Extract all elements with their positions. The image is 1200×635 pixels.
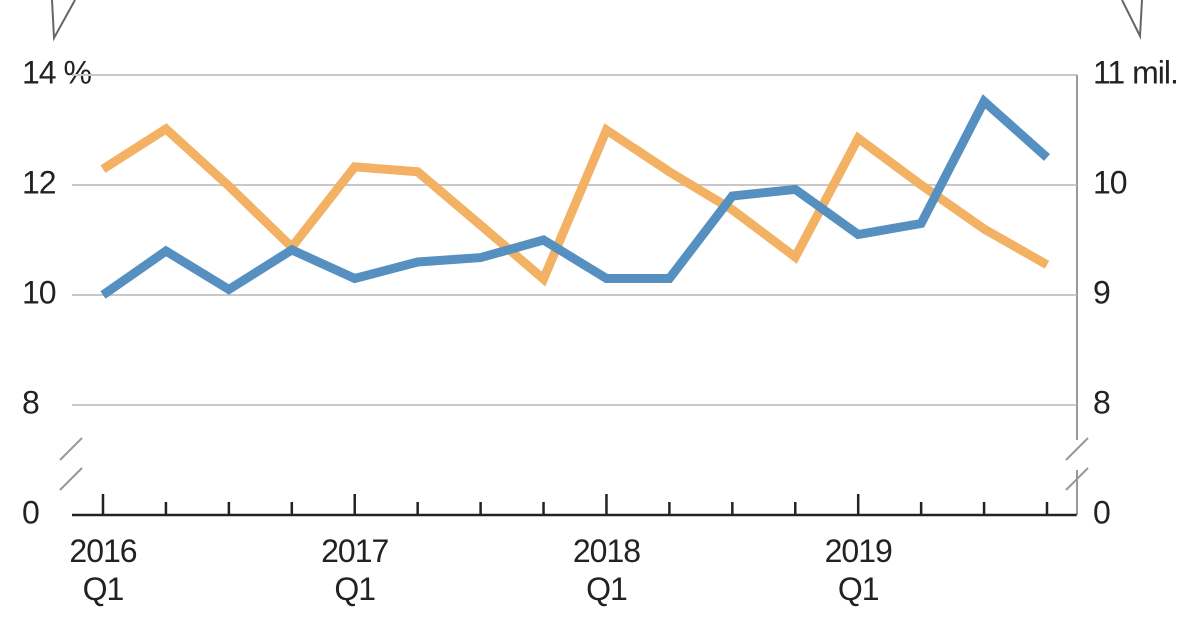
y-tick-label: 14 % — [22, 54, 91, 90]
y2-tick-label: 8 — [1093, 384, 1110, 420]
decoration — [1121, 0, 1143, 40]
x-tick-label: 2017 Q1 — [321, 533, 389, 607]
y-tick-label: 0 — [22, 494, 39, 530]
y2-tick-label: 9 — [1093, 274, 1110, 310]
y2-tick-label: 0 — [1093, 494, 1110, 530]
y-tick-label: 10 — [22, 274, 56, 310]
x-tick-label: 2019 Q1 — [824, 533, 893, 607]
series-line — [100, 94, 1050, 299]
y2-tick-label: 11 mil. — [1093, 54, 1178, 90]
decoration — [51, 0, 76, 42]
y-tick-label: 12 — [22, 164, 56, 200]
y-tick-label: 8 — [22, 384, 39, 420]
axis-break — [59, 437, 83, 491]
x-tick-label: 2018 Q1 — [572, 533, 641, 607]
x-tick-label: 2016 Q1 — [69, 533, 137, 607]
axis-break — [1065, 437, 1089, 491]
y2-tick-label: 10 — [1093, 164, 1127, 200]
series-line — [100, 123, 1050, 287]
